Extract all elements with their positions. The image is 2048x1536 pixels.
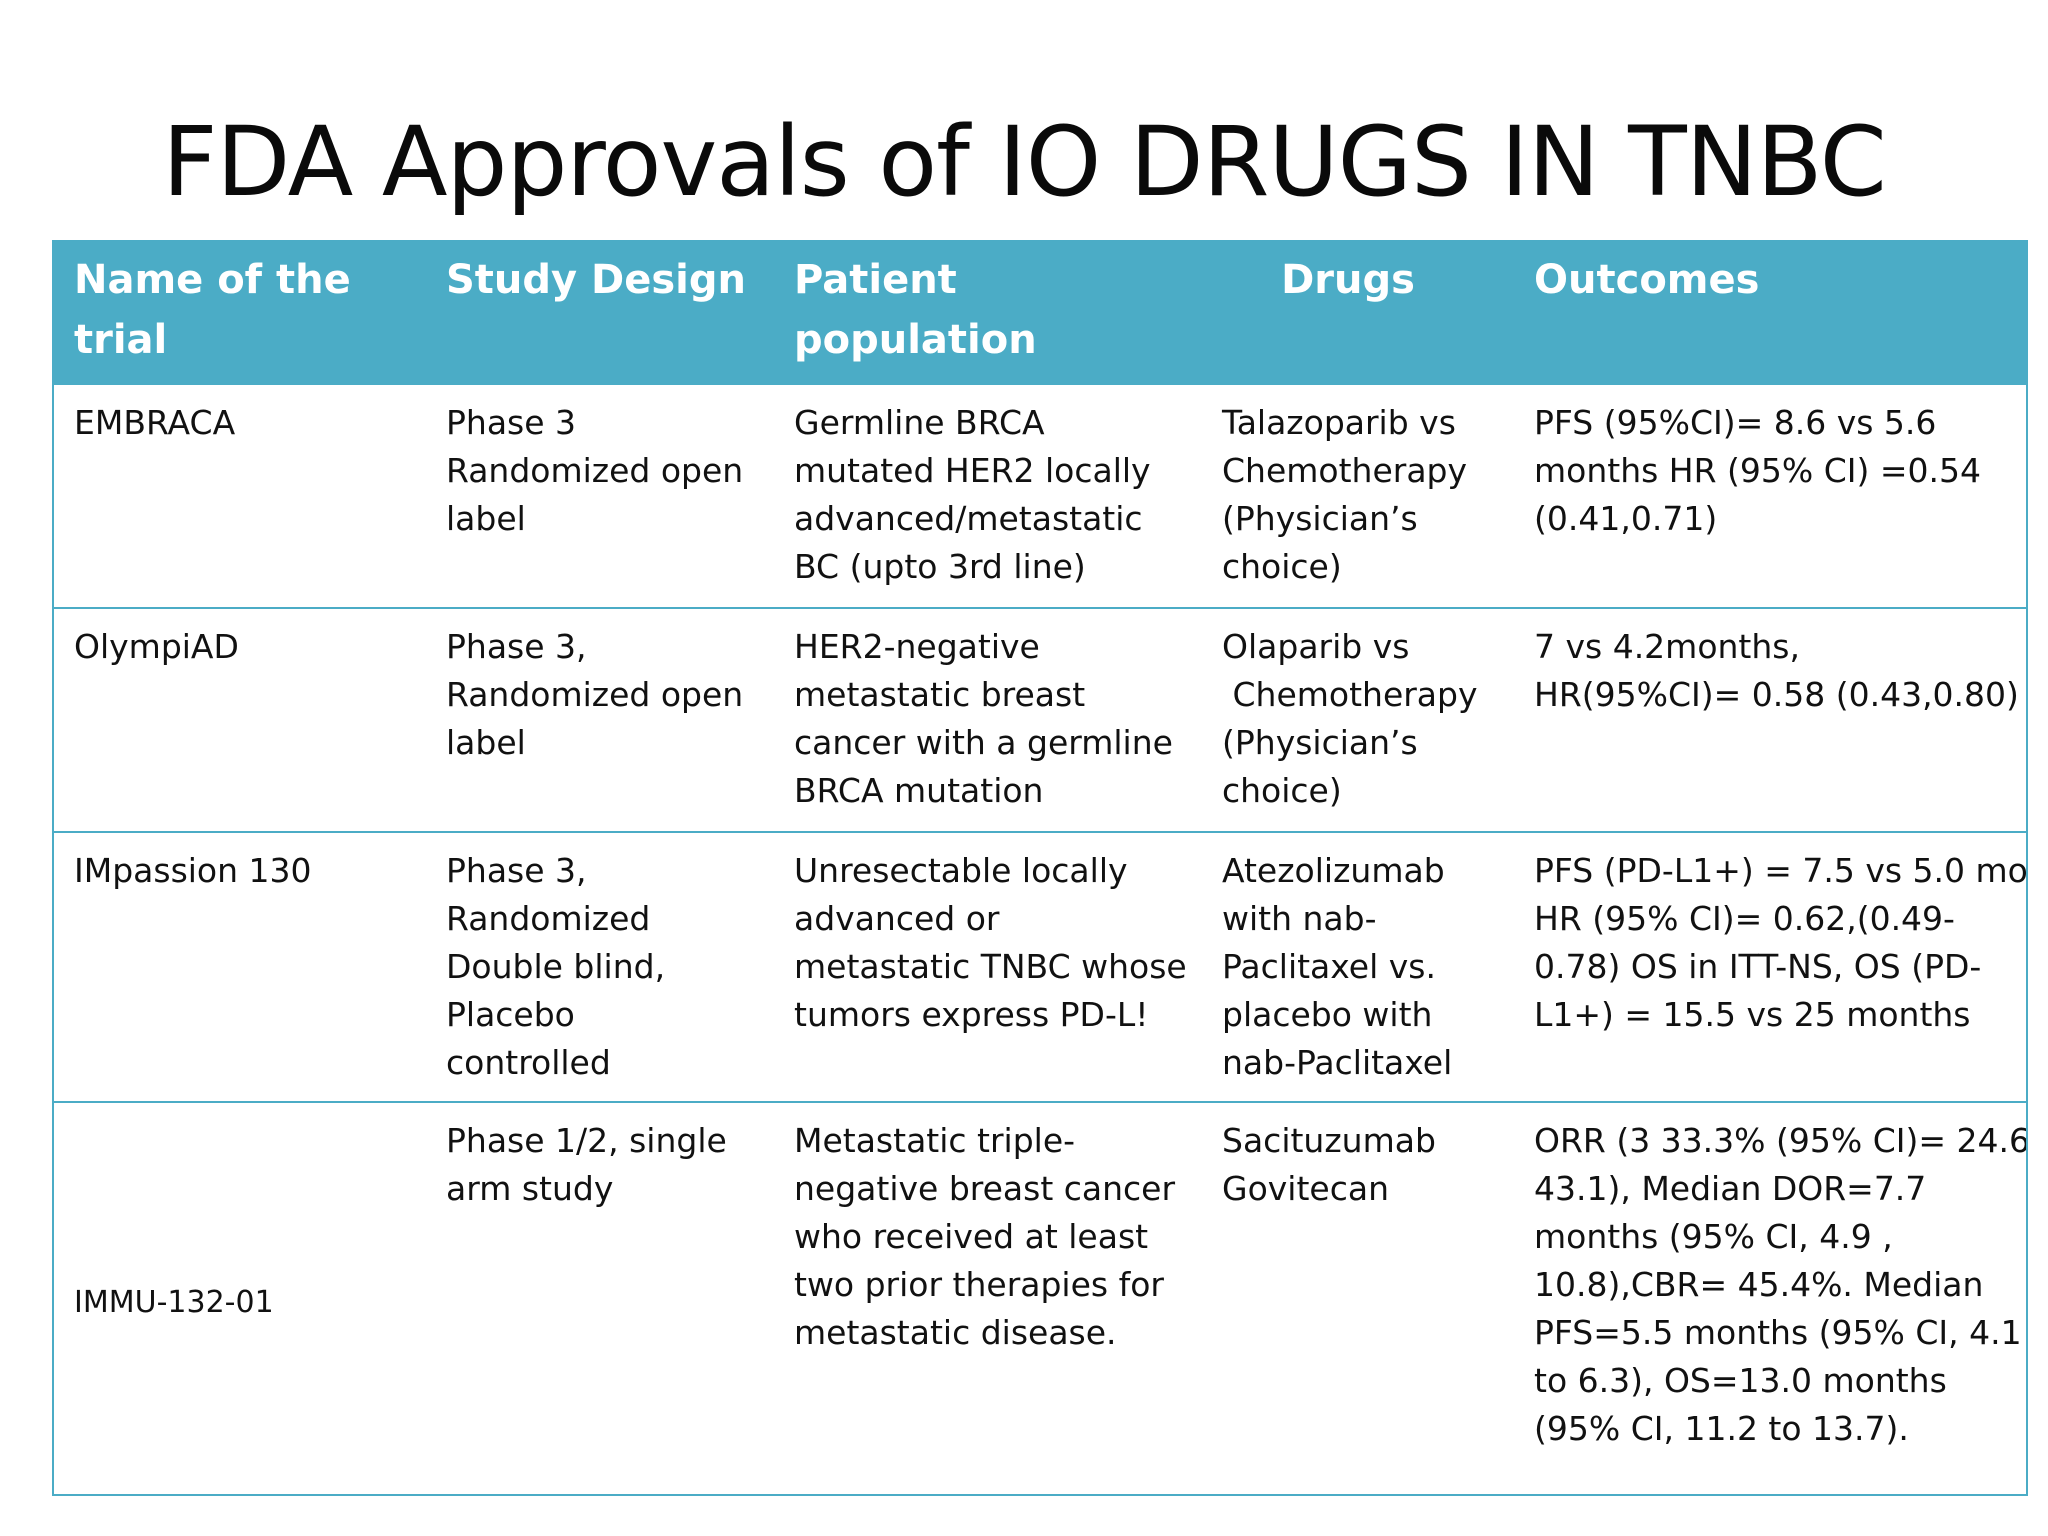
cell-text-line: BRCA mutation: [794, 771, 1044, 810]
cell-text-line: Germline BRCA: [794, 403, 1045, 442]
cell-text-line: Double blind,: [446, 947, 666, 986]
cell-text-line: nab-Paclitaxel: [1222, 1043, 1453, 1082]
cell-text-line: Phase 3,: [446, 851, 587, 890]
cell-text-line: Olaparib vs: [1222, 627, 1410, 666]
cell-text-line: Phase 3,: [446, 627, 587, 666]
trial-name-cell: OlympiAD: [74, 627, 239, 666]
cell-text-line: placebo with: [1222, 995, 1433, 1034]
outcomes-cell: PFS (95%CI)= 8.6 vs 5.6 months HR (95% CI…: [1514, 384, 2026, 608]
header-patient-population: Patient population: [794, 257, 1037, 363]
drugs-cell: Sacituzumab Govitecan: [1202, 1102, 1514, 1494]
cell-text-line: BC (upto 3rd line): [794, 547, 1086, 586]
study-design-cell: Phase 3, Randomized open label: [426, 608, 774, 832]
outcomes-cell: PFS (PD-L1+) = 7.5 vs 5.0 mos HR (95% CI)…: [1514, 832, 2026, 1102]
cell-text-line: months HR (95% CI) =0.54: [1534, 451, 1981, 490]
slide-title: FDA Approvals of IO DRUGS IN TNBC: [162, 106, 1887, 218]
cell-text-line: Placebo: [446, 995, 575, 1034]
study-design-cell: Phase 3, Randomized Double blind, Placebo co…: [426, 832, 774, 1102]
cell-text-line: negative breast cancer: [794, 1169, 1176, 1208]
cell-text-line: Talazoparib vs: [1222, 403, 1456, 442]
outcomes-cell: 7 vs 4.2months, HR(95%CI)= 0.58 (0.43,0.8…: [1514, 608, 2026, 832]
header-trial-name: Name of the trial: [74, 257, 351, 363]
cell-text-line: Govitecan: [1222, 1169, 1389, 1208]
cell-text-line: choice): [1222, 547, 1342, 586]
trial-name-cell: IMpassion 130: [74, 851, 312, 890]
cell-text-line: label: [446, 723, 526, 762]
outcomes-cell: ORR (3 33.3% (95% CI)= 24.6, 43.1), Media…: [1514, 1102, 2028, 1494]
cell-text-line: 43.1), Median DOR=7.7: [1534, 1169, 1927, 1208]
cell-text-line: advanced or: [794, 899, 1000, 938]
cell-text-line: Atezolizumab: [1222, 851, 1445, 890]
cell-text-line: (95% CI, 11.2 to 13.7).: [1534, 1409, 1909, 1448]
cell-text-line: HR(95%CI)= 0.58 (0.43,0.80): [1534, 675, 2019, 714]
patient-population-cell: Germline BRCA mutated HER2 locally advance…: [774, 384, 1202, 608]
table-row: EMBRACA Phase 3 Randomized open label Germli…: [54, 384, 2026, 608]
cell-text-line: 0.78) OS in ITT-NS, OS (PD-: [1534, 947, 1982, 986]
cell-text-line: PFS (95%CI)= 8.6 vs 5.6: [1534, 403, 1937, 442]
cell-text-line: mutated HER2 locally: [794, 451, 1151, 490]
drugs-cell: Atezolizumab with nab- Paclitaxel vs. place…: [1202, 832, 1514, 1102]
table-row: IMMU-132-01 Phase 1/2, single arm study Met…: [54, 1102, 2028, 1494]
table-row: IMpassion 130 Phase 3, Randomized Double bl…: [54, 832, 2026, 1102]
cell-text-line: Sacituzumab: [1222, 1121, 1436, 1160]
patient-population-cell: Unresectable locally advanced or metastati…: [774, 832, 1202, 1102]
cell-text-line: metastatic TNBC whose: [794, 947, 1187, 986]
cell-text-line: metastatic breast: [794, 675, 1086, 714]
cell-text-line: cancer with a germline: [794, 723, 1173, 762]
patient-population-cell: Metastatic triple-negative breast cancer…: [774, 1102, 1202, 1494]
cell-text-line: 10.8),CBR= 45.4%. Median: [1534, 1265, 1984, 1304]
cell-text-line: PFS=5.5 months (95% CI, 4.1: [1534, 1313, 2022, 1352]
study-design-cell: Phase 3 Randomized open label: [426, 384, 774, 608]
cell-text-line: (0.41,0.71): [1534, 499, 1718, 538]
cell-text-line: controlled: [446, 1043, 611, 1082]
cell-text-line: who received at least: [794, 1217, 1149, 1256]
cell-text-line: L1+) = 15.5 vs 25 months: [1534, 995, 1971, 1034]
cell-text-line: Phase 1/2, single: [446, 1121, 727, 1160]
cell-text-line: Randomized open: [446, 675, 744, 714]
cell-text-line: HR (95% CI)= 0.62,(0.49-: [1534, 899, 1955, 938]
table-header-row: Name of the trial Study Design Patient p…: [54, 242, 2026, 384]
header-drugs: Drugs: [1281, 257, 1415, 303]
drugs-cell: Olaparib vs Chemotherapy (Physician’s choi…: [1202, 608, 1514, 832]
patient-population-cell: HER2-negative metastatic breast cancer wit…: [774, 608, 1202, 832]
cell-text-line: with nab-: [1222, 899, 1377, 938]
cell-text-line: Chemotherapy: [1222, 675, 1478, 714]
cell-text-line: Paclitaxel vs.: [1222, 947, 1436, 986]
trials-table: Name of the trial Study Design Patient p…: [52, 240, 2028, 1496]
cell-text-line: (Physician’s: [1222, 499, 1418, 538]
cell-text-line: Phase 3: [446, 403, 577, 442]
cell-text-line: 7 vs 4.2months,: [1534, 627, 1800, 666]
header-outcomes: Outcomes: [1534, 257, 1760, 303]
drugs-cell: Talazoparib vs Chemotherapy (Physician’s ch…: [1202, 384, 1514, 608]
cell-text-line: Chemotherapy: [1222, 451, 1468, 490]
cell-text-line: two prior therapies for: [794, 1265, 1164, 1304]
trial-name-cell: IMMU-132-01: [74, 1284, 274, 1320]
study-design-cell: Phase 1/2, single arm study: [426, 1102, 774, 1494]
cell-text-line: Unresectable locally: [794, 851, 1128, 890]
cell-text-line: Metastatic triple-: [794, 1121, 1076, 1160]
trial-name-cell: EMBRACA: [74, 403, 236, 442]
cell-text-line: choice): [1222, 771, 1342, 810]
cell-text-line: to 6.3), OS=13.0 months: [1534, 1361, 1947, 1400]
header-study-design: Study Design: [446, 257, 746, 303]
cell-text-line: Randomized: [446, 899, 651, 938]
cell-text-line: label: [446, 499, 526, 538]
cell-text-line: Randomized open: [446, 451, 744, 490]
cell-text-line: arm study: [446, 1169, 614, 1208]
cell-text-line: HER2-negative: [794, 627, 1040, 666]
cell-text-line: metastatic disease.: [794, 1313, 1117, 1352]
cell-text-line: tumors express PD-L!: [794, 995, 1149, 1034]
cell-text-line: ORR (3 33.3% (95% CI)= 24.6,: [1534, 1121, 2028, 1160]
cell-text-line: advanced/metastatic: [794, 499, 1143, 538]
cell-text-line: months (95% CI, 4.9 ,: [1534, 1217, 1893, 1256]
table-row: OlympiAD Phase 3, Randomized open label HER2…: [54, 608, 2026, 832]
cell-text-line: PFS (PD-L1+) = 7.5 vs 5.0 mos: [1534, 851, 2028, 890]
cell-text-line: (Physician’s: [1222, 723, 1418, 762]
